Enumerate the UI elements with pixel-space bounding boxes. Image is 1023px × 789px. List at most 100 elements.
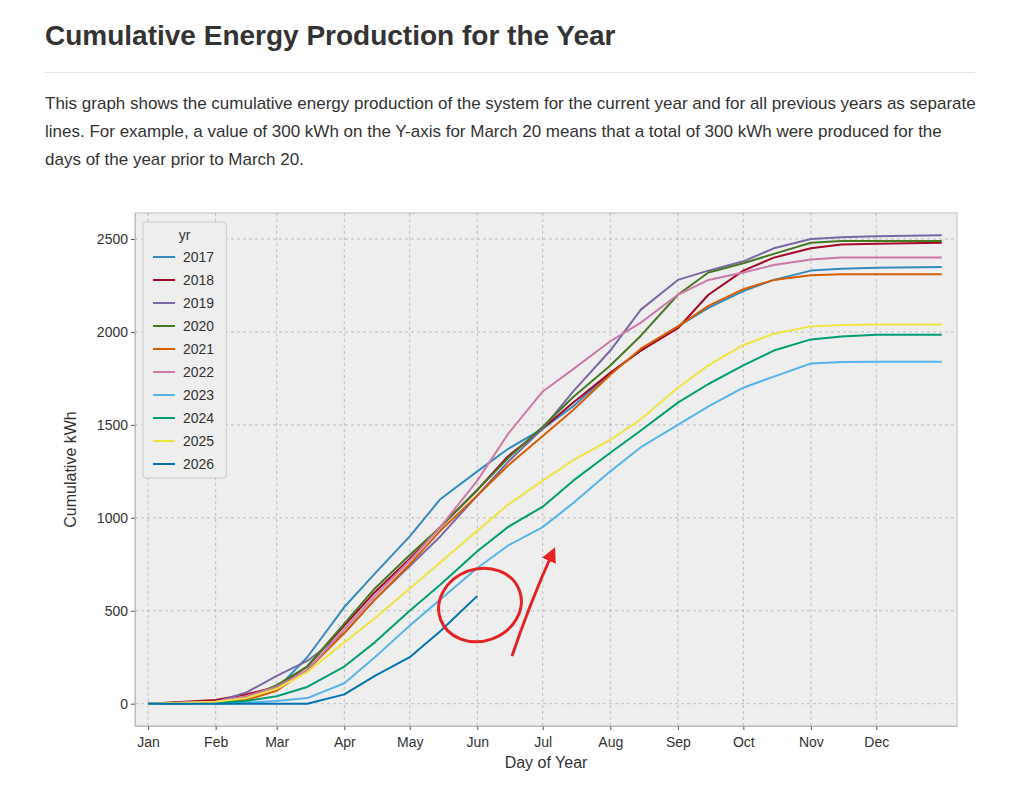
chart: Jan Feb Mar Apr May Jun Jul Aug Sep Oct Nov Dec 0 500… xyxy=(0,198,1023,786)
legend-swatch xyxy=(153,417,175,419)
series-line xyxy=(148,325,942,704)
legend-label: 2017 xyxy=(183,249,214,265)
grid-line-x xyxy=(876,213,877,726)
series-line xyxy=(148,243,942,704)
annotation xyxy=(428,554,552,656)
legend-label: 2022 xyxy=(183,364,214,380)
y-tick-mark xyxy=(131,239,135,240)
series-line xyxy=(148,596,477,704)
y-tick: 1500 xyxy=(97,417,135,433)
y-axis: 0 500 1000 1500 2000 2500 xyxy=(97,214,136,727)
y-tick-label: 1000 xyxy=(97,510,128,526)
x-tick: Jun xyxy=(467,726,490,750)
legend-title: yr xyxy=(179,227,191,243)
grid-line-x xyxy=(276,213,277,726)
y-tick-label: 500 xyxy=(105,603,129,619)
x-tick-label: Mar xyxy=(265,734,289,750)
legend-swatch xyxy=(153,279,175,281)
legend-label: 2026 xyxy=(183,456,214,472)
x-tick-mark xyxy=(678,726,679,730)
legend-swatch xyxy=(153,394,175,396)
y-tick: 2000 xyxy=(97,324,135,340)
legend-swatch xyxy=(153,256,175,258)
series-line xyxy=(148,258,942,704)
grid-line-y xyxy=(135,331,957,332)
y-tick-mark xyxy=(131,332,135,333)
y-axis-title: Cumulative kWh xyxy=(62,411,79,527)
y-tick-label: 2500 xyxy=(97,231,128,247)
grid-line-x xyxy=(477,213,478,726)
y-tick-label: 1500 xyxy=(97,417,128,433)
x-tick-mark xyxy=(477,726,478,730)
x-axis: Jan Feb Mar Apr May Jun Jul Aug Sep Oct Nov Dec xyxy=(136,726,958,750)
x-tick-mark xyxy=(811,726,812,730)
legend: yr20172018201920202021202220232024202520… xyxy=(143,222,226,478)
series-line xyxy=(148,274,942,703)
x-tick-label: Sep xyxy=(666,734,691,750)
x-tick-label: Dec xyxy=(864,734,889,750)
legend-swatch xyxy=(153,440,175,442)
x-tick-mark xyxy=(216,726,217,730)
legend-label: 2025 xyxy=(183,433,214,449)
rule xyxy=(45,72,975,73)
x-tick-mark xyxy=(277,726,278,730)
x-tick-mark xyxy=(543,726,544,730)
x-tick: Aug xyxy=(598,726,623,750)
x-tick: Nov xyxy=(799,726,824,750)
grid-line-x xyxy=(409,213,410,726)
legend-label: 2018 xyxy=(183,272,214,288)
description: This graph shows the cumulative energy p… xyxy=(45,90,980,174)
x-tick-label: Jun xyxy=(467,734,490,750)
y-tick: 2500 xyxy=(97,231,135,247)
x-tick-label: Aug xyxy=(598,734,623,750)
legend-label: 2021 xyxy=(183,341,214,357)
x-tick-label: May xyxy=(397,734,423,750)
x-tick-label: Feb xyxy=(204,734,228,750)
legend-swatch xyxy=(153,371,175,373)
x-tick: Dec xyxy=(864,726,889,750)
grid-line-y xyxy=(135,239,957,240)
series-line xyxy=(148,362,942,704)
grid-line-y xyxy=(135,517,957,518)
legend-label: 2024 xyxy=(183,410,214,426)
y-tick-mark xyxy=(131,518,135,519)
x-tick: Jul xyxy=(534,726,552,750)
x-tick: Apr xyxy=(334,726,356,750)
x-tick-label: Jan xyxy=(137,734,160,750)
legend-label: 2019 xyxy=(183,295,214,311)
legend-label: 2023 xyxy=(183,387,214,403)
x-tick-label: Oct xyxy=(733,734,755,750)
grid-line-x xyxy=(810,213,811,726)
x-tick: Sep xyxy=(666,726,691,750)
y-tick-mark xyxy=(131,704,135,705)
x-tick-mark xyxy=(610,726,611,730)
x-tick-label: Jul xyxy=(534,734,552,750)
x-tick: May xyxy=(397,726,423,750)
plot-frame xyxy=(135,213,957,726)
x-tick-mark xyxy=(344,726,345,730)
series-line xyxy=(148,235,942,703)
lines xyxy=(148,235,942,703)
grid-line-x xyxy=(677,213,678,726)
grid-line-x xyxy=(610,213,611,726)
x-tick: Jan xyxy=(137,726,160,750)
legend-swatch xyxy=(153,325,175,327)
y-tick: 500 xyxy=(105,603,135,619)
x-tick: Mar xyxy=(265,726,289,750)
legend-swatch xyxy=(153,463,175,465)
chart-svg: Jan Feb Mar Apr May Jun Jul Aug Sep Oct Nov Dec 0 500… xyxy=(0,198,1023,786)
heading: Cumulative Energy Production for the Yea… xyxy=(45,20,616,52)
grid-line-y xyxy=(135,610,957,611)
y-tick-mark xyxy=(131,425,135,426)
y-tick-label: 2000 xyxy=(97,324,128,340)
legend-box xyxy=(143,222,226,478)
y-tick: 0 xyxy=(120,696,135,712)
y-tick-mark xyxy=(131,611,135,612)
series-line xyxy=(148,335,942,704)
y-tick-label: 0 xyxy=(120,696,128,712)
x-tick: Feb xyxy=(204,726,228,750)
grid xyxy=(135,213,957,726)
grid-line-x xyxy=(542,213,543,726)
x-tick-mark xyxy=(148,726,149,730)
series-line xyxy=(148,241,942,704)
